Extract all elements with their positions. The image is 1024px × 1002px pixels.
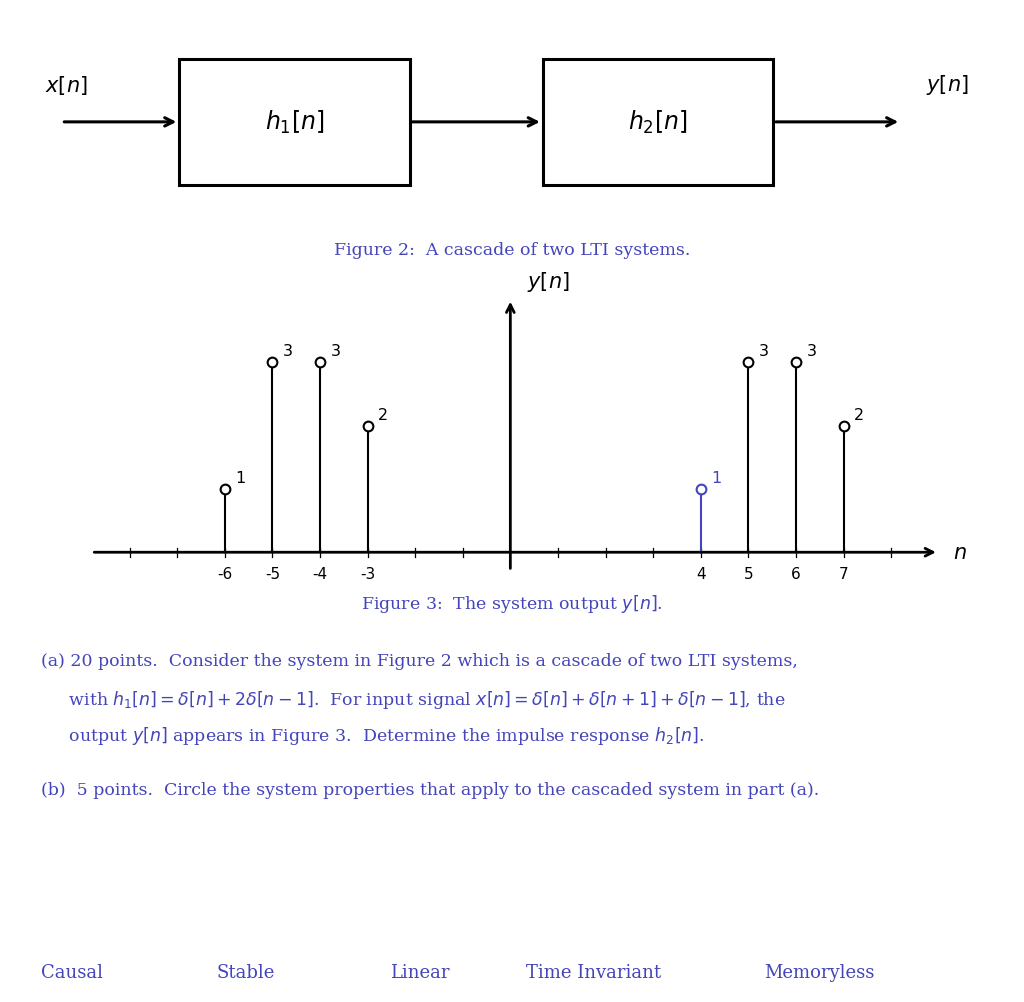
- Text: 3: 3: [283, 344, 293, 359]
- Text: 5: 5: [743, 566, 754, 581]
- Bar: [179, 60, 410, 185]
- Text: 2: 2: [378, 408, 388, 422]
- Text: 3: 3: [331, 344, 340, 359]
- Text: -6: -6: [217, 566, 232, 581]
- Text: 2: 2: [854, 408, 864, 422]
- Text: -4: -4: [312, 566, 328, 581]
- Text: 1: 1: [712, 471, 722, 486]
- Text: Figure 2:  A cascade of two LTI systems.: Figure 2: A cascade of two LTI systems.: [334, 242, 690, 259]
- Text: 3: 3: [759, 344, 769, 359]
- Bar: [543, 60, 773, 185]
- Text: Causal: Causal: [41, 963, 102, 981]
- Text: 3: 3: [807, 344, 816, 359]
- Text: 4: 4: [696, 566, 706, 581]
- Text: Memoryless: Memoryless: [764, 963, 874, 981]
- Text: $n$: $n$: [953, 543, 967, 563]
- Text: 7: 7: [839, 566, 848, 581]
- Text: (a) 20 points.  Consider the system in Figure 2 which is a cascade of two LTI sy: (a) 20 points. Consider the system in Fi…: [41, 652, 798, 669]
- Text: $y[n]$: $y[n]$: [926, 73, 969, 97]
- Text: (b)  5 points.  Circle the system properties that apply to the cascaded system i: (b) 5 points. Circle the system properti…: [41, 782, 819, 798]
- Text: $h_1[n]$: $h_1[n]$: [264, 109, 325, 136]
- Text: Time Invariant: Time Invariant: [526, 963, 662, 981]
- Text: with $h_1[n] = \delta[n] + 2\delta[n-1]$.  For input signal $x[n] = \delta[n] + : with $h_1[n] = \delta[n] + 2\delta[n-1]$…: [41, 688, 785, 710]
- Text: Stable: Stable: [216, 963, 275, 981]
- Text: Figure 3:  The system output $y[n]$.: Figure 3: The system output $y[n]$.: [361, 593, 663, 614]
- Text: output $y[n]$ appears in Figure 3.  Determine the impulse response $h_2[n]$.: output $y[n]$ appears in Figure 3. Deter…: [41, 723, 705, 745]
- Text: 6: 6: [792, 566, 801, 581]
- Text: $x[n]$: $x[n]$: [45, 74, 88, 96]
- Text: 1: 1: [236, 471, 246, 486]
- Text: Linear: Linear: [390, 963, 450, 981]
- Text: -3: -3: [359, 566, 375, 581]
- Text: $h_2[n]$: $h_2[n]$: [628, 109, 688, 136]
- Text: -5: -5: [265, 566, 280, 581]
- Text: $\mathbf{\it{y[n]}}$: $\mathbf{\it{y[n]}}$: [527, 270, 569, 294]
